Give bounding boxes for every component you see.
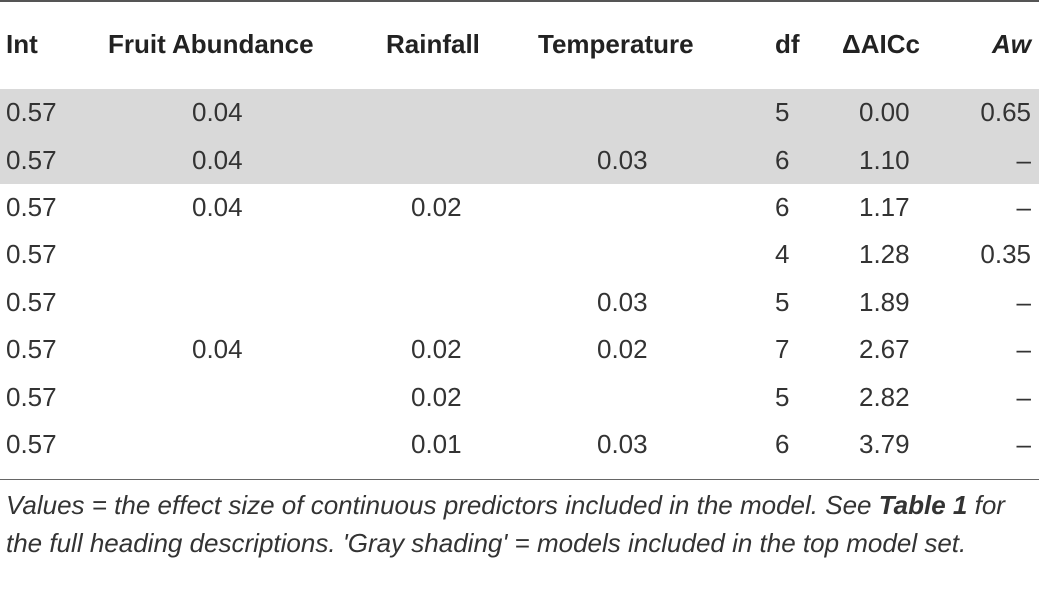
cell-aw: –: [1016, 191, 1031, 222]
header-delta-aicc: ΔAICc: [842, 29, 920, 59]
header-rainfall: Rainfall: [386, 29, 480, 59]
cell-delta-aicc: 3.79: [859, 428, 910, 459]
cell-rainfall: 0.02: [411, 191, 462, 222]
cell-aw: –: [1016, 381, 1031, 412]
cell-delta-aicc: 1.89: [859, 286, 910, 317]
cell-temperature: [538, 231, 760, 278]
cell-delta-aicc: 2.82: [859, 381, 910, 412]
cell-df: 7: [775, 334, 790, 365]
footnote-text-2: for the full heading descriptions. 'Gray…: [6, 490, 1005, 558]
cell-temperature: 0.03: [538, 136, 760, 184]
table-row: 0.57 0.04 5 0.00 0.65: [0, 89, 1039, 137]
cell-aw: –: [1016, 286, 1031, 317]
cell-df: 6: [760, 136, 842, 184]
table-body: 0.57 0.04 5 0.00 0.65 0.57 0.04 0.03 6 1.10–0.57 0…: [0, 89, 1039, 468]
cell-int: 0.57: [0, 89, 108, 137]
cell-fruit-abundance: [108, 279, 386, 326]
header-row: Int Fruit Abundance Rainfall Temperature…: [0, 0, 1039, 89]
header-fruit-abundance: Fruit Abundance: [108, 29, 314, 59]
header-df: df: [775, 29, 800, 59]
cell-int: 0.57: [6, 334, 57, 365]
cell-fruit-abundance: 0.04: [108, 136, 386, 184]
cell-fruit-abundance: 0.04: [192, 191, 243, 222]
model-selection-table: Int Fruit Abundance Rainfall Temperature…: [0, 0, 1039, 468]
cell-aw: 0.65: [957, 89, 1039, 137]
cell-rainfall: 0.02: [411, 381, 462, 412]
cell-int: 0.57: [0, 136, 108, 184]
cell-delta-aicc: 0.00: [842, 89, 957, 137]
cell-rainfall: 0.02: [411, 334, 462, 365]
cell-rainfall: 0.01: [411, 428, 462, 459]
cell-df: 6: [775, 428, 790, 459]
table-row: 0.57 0.04 0.02 6 1.17 –: [0, 184, 1039, 231]
table-row: 0.57 0.01 0.03 6 3.79 –: [0, 421, 1039, 468]
cell-delta-aicc: 1.28: [859, 239, 910, 270]
cell-rainfall: [386, 231, 538, 278]
cell-aw: –: [1016, 334, 1031, 365]
table-row: 0.57 0.04 0.03 6 1.10–: [0, 136, 1039, 184]
cell-delta-aicc: 1.10: [842, 136, 957, 184]
cell-aw: 0.35: [980, 239, 1031, 270]
cell-df: 6: [775, 191, 790, 222]
cell-rainfall: [386, 136, 538, 184]
cell-fruit-abundance: [108, 421, 386, 468]
cell-delta-aicc: 2.67: [859, 334, 910, 365]
cell-temperature: [538, 184, 760, 231]
cell-int: 0.57: [6, 381, 57, 412]
header-aw: Aw: [992, 29, 1031, 59]
table-bottom-rule: [0, 479, 1039, 480]
cell-rainfall: [386, 279, 538, 326]
cell-fruit-abundance: [108, 231, 386, 278]
cell-df: 5: [760, 89, 842, 137]
cell-int: 0.57: [6, 286, 57, 317]
cell-fruit-abundance: 0.04: [192, 334, 243, 365]
table-row: 0.57 0.04 0.02 0.02 7 2.67 –: [0, 326, 1039, 373]
header-temperature: Temperature: [538, 29, 694, 59]
cell-df: 5: [775, 286, 790, 317]
cell-temperature: 0.02: [597, 334, 648, 365]
cell-temperature: 0.03: [597, 286, 648, 317]
cell-fruit-abundance: 0.04: [108, 89, 386, 137]
table-top-rule: [0, 0, 1039, 2]
cell-delta-aicc: 1.17: [859, 191, 910, 222]
cell-aw: –: [957, 136, 1039, 184]
cell-df: 4: [775, 239, 790, 270]
cell-df: 5: [775, 381, 790, 412]
cell-int: 0.57: [6, 428, 57, 459]
cell-temperature: [538, 373, 760, 420]
table-row: 0.57 0.03 5 1.89 –: [0, 279, 1039, 326]
table-row: 0.57 4 1.28 0.35: [0, 231, 1039, 278]
cell-fruit-abundance: [108, 373, 386, 420]
cell-int: 0.57: [6, 239, 57, 270]
cell-temperature: 0.03: [597, 428, 648, 459]
cell-int: 0.57: [6, 191, 57, 222]
footnote-table-reference: Table 1: [878, 490, 968, 520]
cell-aw: –: [1016, 428, 1031, 459]
cell-rainfall: [386, 89, 538, 137]
footnote-text-1: Values = the effect size of continuous p…: [6, 490, 879, 520]
table-row: 0.57 0.02 5 2.82 –: [0, 373, 1039, 420]
cell-temperature: [538, 89, 760, 137]
header-int: Int: [6, 29, 38, 59]
table-footnote: Values = the effect size of continuous p…: [6, 486, 1036, 562]
